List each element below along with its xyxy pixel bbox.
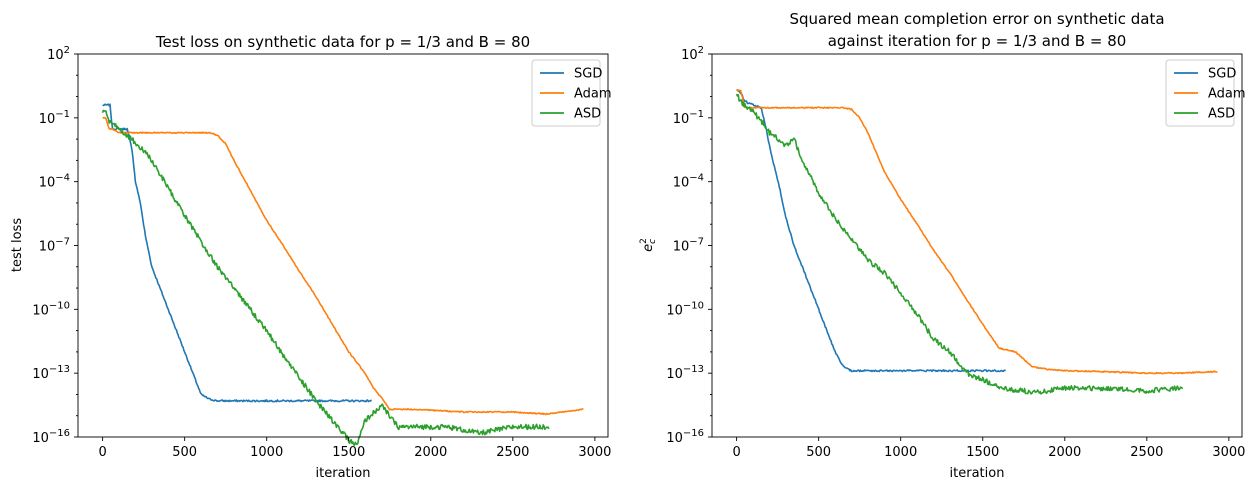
chart-completion-error: Squared mean completion error on synthet… — [639, 10, 1246, 481]
x-tick-label: 500 — [172, 445, 197, 460]
x-tick-label: 2000 — [1048, 445, 1081, 460]
x-tick-label: 3000 — [578, 445, 611, 460]
x-tick-label: 2500 — [496, 445, 529, 460]
legend-entry: SGD — [574, 67, 602, 82]
x-axis-ticks: 0 500 1000 1500 2000 2500 3000 — [98, 437, 611, 460]
y-tick-label: 10−7 — [39, 237, 70, 255]
y-axis-ticks: 10−16 10−13 10−10 10−7 10−4 10−1 102 — [32, 45, 78, 446]
series-layer — [101, 103, 584, 446]
y-tick-label: 10−4 — [39, 173, 70, 191]
plot-area: 0 500 1000 1500 2000 2500 3000 10−1610−1310−10… — [32, 45, 611, 460]
chart-title: Test loss on synthetic data for p = 1/3 … — [155, 33, 530, 51]
y-tick-label: 10−16 — [32, 428, 70, 446]
y-tick-label: 10−4 — [673, 173, 704, 191]
x-tick-label: 1000 — [250, 445, 283, 460]
axes-frame — [77, 53, 609, 438]
legend-entry: Adam — [1208, 87, 1246, 102]
y-tick-label: 10−10 — [666, 300, 704, 318]
chart-title: Squared mean completion error on synthet… — [789, 10, 1164, 28]
plot-area: 0 500 1000 1500 2000 2500 3000 10−1610−1310−10… — [666, 45, 1245, 460]
x-axis-label: iteration — [950, 466, 1005, 481]
series-line-sgd — [102, 103, 372, 403]
y-axis-label: test loss — [10, 218, 25, 272]
x-tick-label: 500 — [806, 445, 831, 460]
y-tick-label: 10−16 — [666, 428, 704, 446]
x-tick-label: 1500 — [966, 445, 999, 460]
legend: SGD Adam ASD — [1165, 59, 1246, 127]
series-line-adam — [736, 89, 1218, 375]
y-tick-label: 10−1 — [673, 109, 704, 127]
legend: SGD Adam ASD — [531, 59, 612, 127]
y-tick-label: 10−10 — [32, 300, 70, 318]
y-tick-label: 10−13 — [666, 364, 704, 382]
x-tick-label: 0 — [732, 445, 740, 460]
y-axis-ticks: 10−16 10−13 10−10 10−7 10−4 10−1 102 — [666, 45, 712, 446]
legend-entry: ASD — [574, 107, 601, 122]
series-line-sgd — [736, 89, 1006, 373]
y-axis-label: ec2 — [639, 238, 658, 252]
y-tick-label: 10−13 — [32, 364, 70, 382]
series-line-asd — [101, 109, 550, 446]
x-axis-label: iteration — [316, 466, 371, 481]
y-tick-label: 10−1 — [39, 109, 70, 127]
y-axis-label-superscript: 2 — [639, 238, 649, 244]
legend-frame — [1165, 59, 1235, 127]
chart-title-line2: against iteration for p = 1/3 and B = 80 — [828, 32, 1127, 50]
y-tick-label: 10−7 — [673, 237, 704, 255]
series-line-adam — [102, 116, 584, 416]
x-tick-label: 2500 — [1130, 445, 1163, 460]
y-axis-label-subscript: c — [648, 239, 658, 244]
legend-frame — [531, 59, 601, 127]
series-layer — [735, 89, 1218, 395]
x-tick-label: 2000 — [414, 445, 447, 460]
x-tick-label: 1000 — [884, 445, 917, 460]
y-axis-label-base: e — [641, 244, 656, 252]
chart-test-loss: Test loss on synthetic data for p = 1/3 … — [10, 33, 612, 481]
legend-entry: ASD — [1208, 107, 1235, 122]
x-tick-label: 0 — [98, 445, 106, 460]
y-tick-label: 102 — [681, 45, 704, 63]
y-tick-label: 102 — [47, 45, 70, 63]
legend-entry: SGD — [1208, 67, 1236, 82]
legend-entry: Adam — [574, 87, 612, 102]
x-tick-label: 3000 — [1212, 445, 1245, 460]
x-tick-label: 1500 — [332, 445, 365, 460]
series-line-asd — [735, 93, 1183, 395]
x-axis-ticks: 0 500 1000 1500 2000 2500 3000 — [732, 437, 1245, 460]
